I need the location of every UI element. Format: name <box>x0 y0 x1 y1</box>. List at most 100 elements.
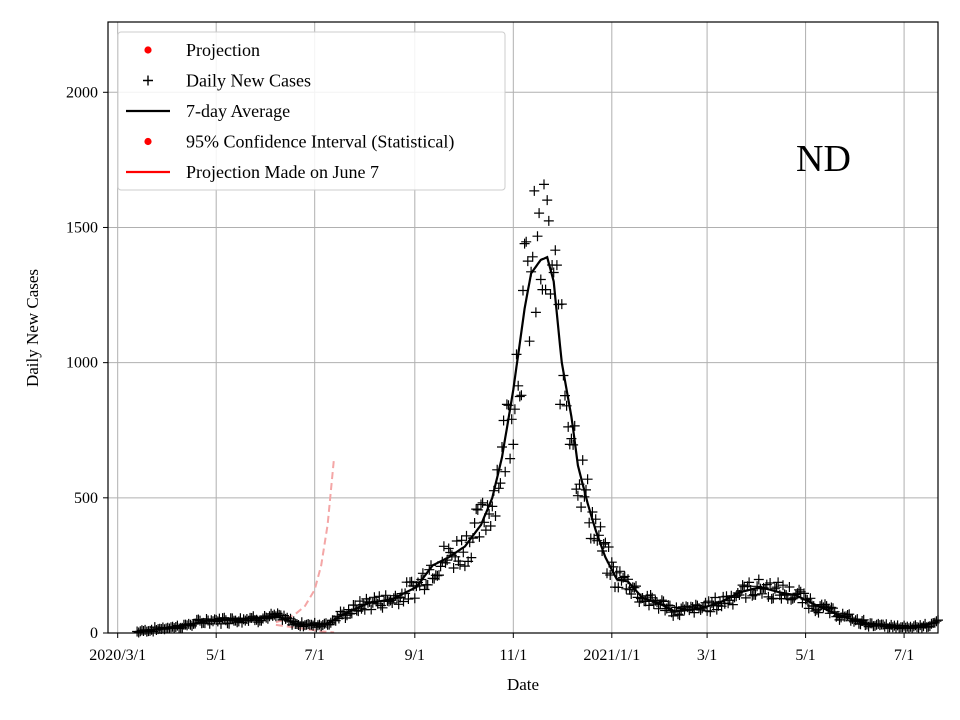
daily-case-marker <box>422 579 433 590</box>
daily-case-marker <box>495 478 506 489</box>
daily-case-marker <box>727 599 738 610</box>
x-tick-label: 7/1 <box>894 647 914 664</box>
daily-case-marker <box>461 530 472 541</box>
daily-case-marker <box>443 543 454 554</box>
daily-case-marker <box>500 466 511 477</box>
legend: Projection Daily New Cases 7-day Average 95… <box>117 31 506 191</box>
daily-case-marker <box>514 391 525 402</box>
daily-case-marker <box>472 504 483 515</box>
daily-case-marker <box>626 589 637 599</box>
legend-label: Daily New Cases <box>186 71 311 91</box>
daily-case-marker <box>532 231 543 242</box>
daily-case-marker <box>490 511 501 521</box>
plot-frame <box>107 21 939 634</box>
daily-case-marker <box>931 616 942 627</box>
x-tick-label: 5/1 <box>206 647 226 664</box>
daily-case-marker <box>784 582 795 592</box>
daily-case-marker <box>595 521 606 532</box>
legend-label: Projection <box>186 40 260 60</box>
daily-case-marker <box>766 593 777 604</box>
daily-case-marker <box>366 604 377 615</box>
daily-case-marker <box>543 215 554 226</box>
daily-case-marker <box>813 607 824 618</box>
daily-case-marker <box>477 497 488 508</box>
daily-case-marker <box>568 439 579 450</box>
daily-case-marker <box>542 195 553 206</box>
daily-case-marker <box>527 251 538 262</box>
daily-case-marker <box>432 570 443 581</box>
daily-case-marker <box>603 542 614 552</box>
daily-case-marker <box>406 576 417 587</box>
daily-case-marker <box>582 474 593 485</box>
y-tick-label: 1000 <box>66 355 98 372</box>
daily-case-marker <box>551 260 562 271</box>
daily-case-marker <box>398 596 409 607</box>
daily-case-marker <box>740 592 751 603</box>
daily-case-marker <box>569 420 580 431</box>
grid-lines <box>108 22 938 634</box>
daily-case-marker <box>534 208 545 219</box>
daily-case-marker <box>409 593 420 604</box>
daily-case-marker <box>613 582 624 593</box>
state-annotation: ND <box>796 138 851 180</box>
daily-case-marker <box>644 600 654 611</box>
daily-case-marker <box>529 185 540 196</box>
legend-label: 7-day Average <box>186 101 290 121</box>
daily-case-marker <box>737 580 748 591</box>
daily-case-marker <box>374 591 385 602</box>
axis-ticks: 2020/3/1 5/1 7/1 9/1 11/1 2021/1/1 3/1 5/1 7/1 0 5… <box>66 84 914 664</box>
daily-case-marker <box>539 179 549 190</box>
daily-case-marker <box>503 400 514 411</box>
daily-case-marker <box>556 299 567 310</box>
legend-box <box>117 31 506 191</box>
x-tick-label: 7/1 <box>304 647 324 664</box>
daily-case-marker <box>509 404 520 415</box>
seven-day-average-line <box>136 255 939 633</box>
daily-case-marker <box>519 238 530 249</box>
daily-case-marker <box>522 256 533 267</box>
daily-case-marker <box>511 349 522 360</box>
daily-case-marker <box>516 390 527 401</box>
daily-case-marker <box>434 570 444 581</box>
daily-case-marker <box>497 442 507 452</box>
daily-case-marker <box>555 399 566 410</box>
x-tick-label: 2021/1/1 <box>583 647 640 664</box>
x-tick-label: 5/1 <box>795 647 815 664</box>
y-axis-label: Daily New Cases <box>23 269 42 387</box>
y-tick-label: 0 <box>90 625 98 642</box>
daily-case-marker <box>505 453 516 464</box>
daily-case-marker <box>750 589 761 600</box>
x-tick-label: 2020/3/1 <box>89 647 146 664</box>
old-projection-layer <box>275 457 336 634</box>
x-tick-label: 3/1 <box>697 647 717 664</box>
daily-case-marker <box>550 245 561 256</box>
daily-case-marker <box>469 518 480 528</box>
daily-case-marker <box>530 307 541 318</box>
daily-case-marker <box>577 455 588 466</box>
daily-case-marker <box>518 285 528 296</box>
daily-case-marker <box>480 525 491 536</box>
daily-case-marker <box>540 284 551 295</box>
daily-case-marker <box>471 504 482 515</box>
daily-case-marker <box>753 574 764 585</box>
daily-case-marker <box>380 590 391 601</box>
legend-marker-dot <box>144 137 152 146</box>
legend-marker-plus <box>143 75 153 86</box>
daily-case-marker <box>485 521 496 531</box>
daily-case-marker <box>572 490 583 501</box>
y-tick-label: 2000 <box>66 84 98 101</box>
y-tick-label: 1500 <box>66 219 98 236</box>
y-tick-label: 500 <box>74 490 98 507</box>
x-axis-label: Date <box>507 675 539 694</box>
daily-case-marker <box>377 602 388 613</box>
daily-cases-layer <box>132 179 943 638</box>
legend-label: 95% Confidence Interval (Statistical) <box>186 132 454 153</box>
daily-case-marker <box>744 577 755 588</box>
x-tick-label: 11/1 <box>499 647 527 664</box>
daily-case-marker <box>705 606 716 617</box>
daily-case-marker <box>524 336 535 347</box>
daily-case-marker <box>576 502 587 513</box>
x-tick-label: 9/1 <box>405 647 425 664</box>
daily-case-marker <box>563 421 574 432</box>
